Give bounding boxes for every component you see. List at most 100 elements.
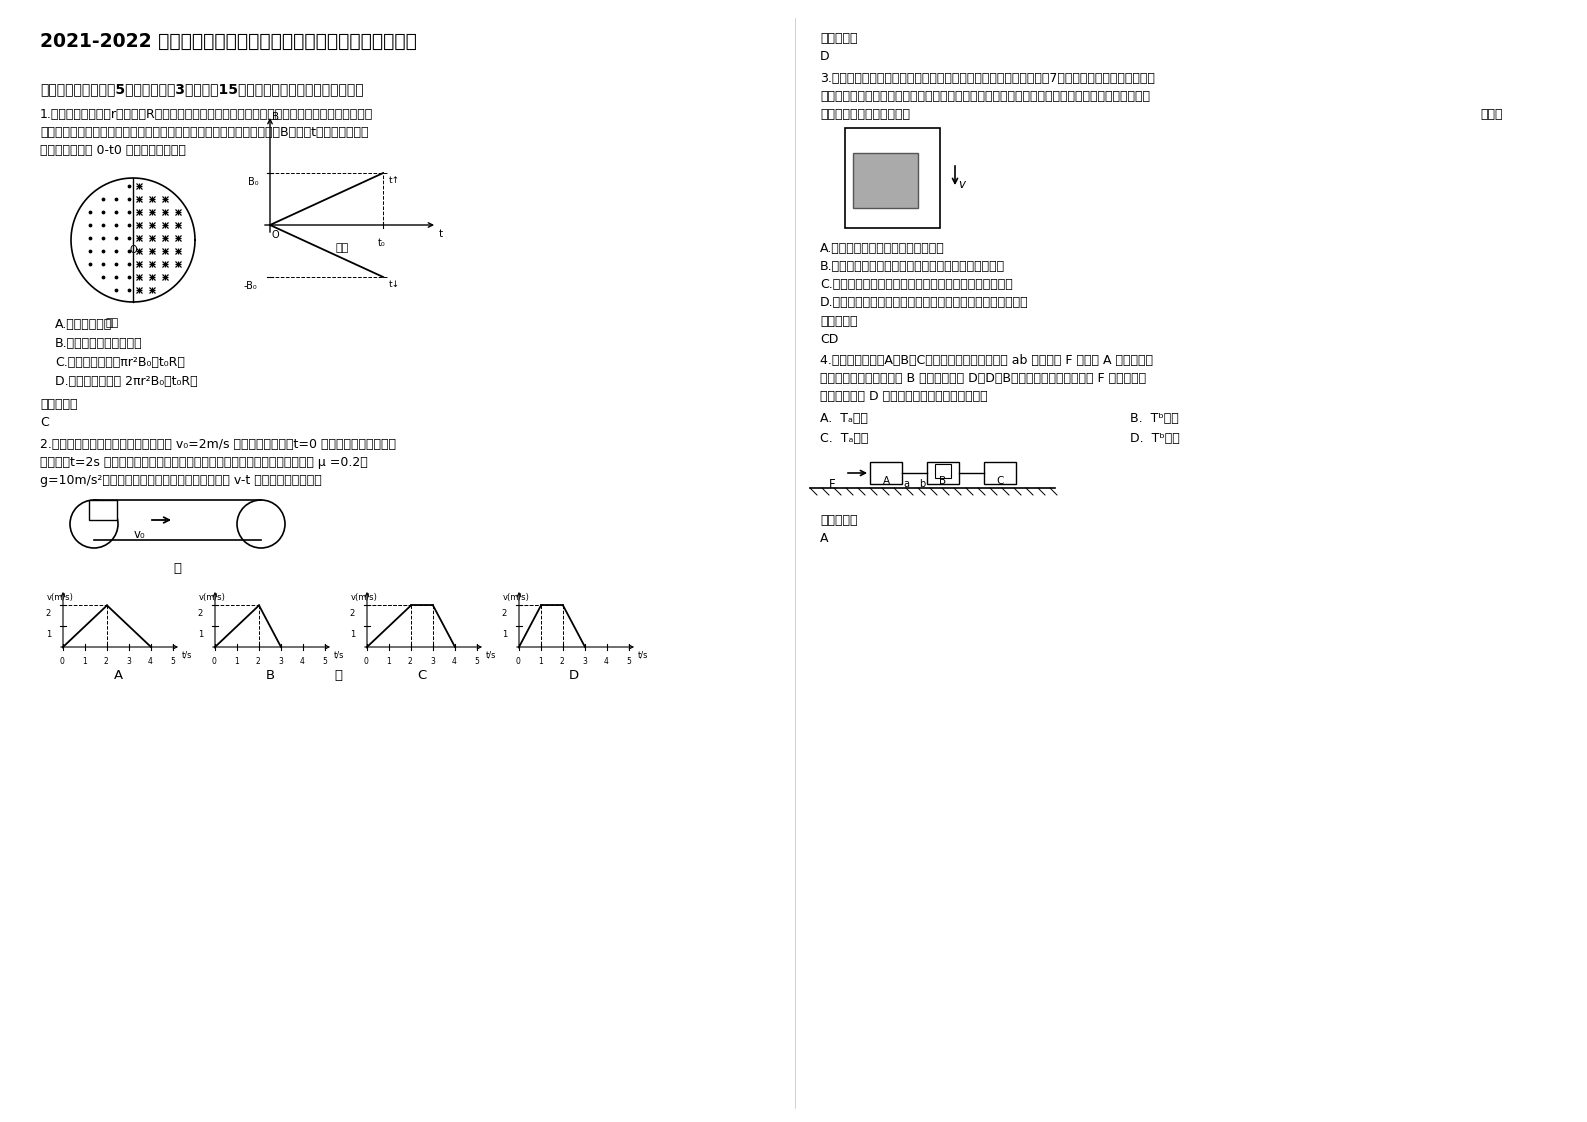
Text: t↓: t↓: [389, 280, 400, 289]
Circle shape: [70, 500, 117, 548]
Bar: [984, 462, 1016, 484]
Text: -B₀: -B₀: [244, 280, 257, 291]
Text: 2: 2: [46, 609, 51, 618]
Text: v(m/s): v(m/s): [351, 594, 378, 603]
Text: 3.（单选）直升机悬停在空中向地面投放装有救灾物资的筱子，如图7所示．设投放初速度为零，筱: 3.（单选）直升机悬停在空中向地面投放装有救灾物资的筱子，如图7所示．设投放初速…: [820, 72, 1155, 85]
Text: 体在水平面上运动，若在 B 上放一小物体 D，D随B一起运动，且原来的拉力 F 保持不变，: 体在水平面上运动，若在 B 上放一小物体 D，D随B一起运动，且原来的拉力 F …: [820, 373, 1146, 385]
Text: 乙: 乙: [333, 669, 343, 682]
Text: 1: 1: [233, 657, 238, 666]
Text: t/s: t/s: [183, 650, 192, 659]
Text: A.筱内物体对筱子底部始终没有压力: A.筱内物体对筱子底部始终没有压力: [820, 242, 944, 255]
Text: D.若下落距离足够长，筱内物体受到的支持力等于物体的重力: D.若下落距离足够长，筱内物体受到的支持力等于物体的重力: [820, 296, 1028, 309]
Text: C: C: [997, 476, 1003, 486]
Text: B.感应电流方向为逆时针: B.感应电流方向为逆时针: [56, 337, 143, 350]
Text: v(m/s): v(m/s): [48, 594, 75, 603]
Text: 图甲: 图甲: [105, 318, 119, 328]
Text: A: A: [820, 532, 828, 545]
Text: A: A: [882, 476, 890, 486]
Text: CD: CD: [820, 333, 838, 346]
Text: B: B: [271, 112, 279, 122]
Text: 4.如图所示，物体A、B、C放在光滑水平面上用细绯 ab 连接，力 F 作用在 A 上，使三物: 4.如图所示，物体A、B、C放在光滑水平面上用细绯 ab 连接，力 F 作用在 …: [820, 355, 1154, 367]
Text: 图乙: 图乙: [335, 243, 348, 252]
Text: t₀: t₀: [378, 238, 386, 248]
Text: D: D: [568, 669, 579, 682]
Text: v₀: v₀: [133, 528, 146, 541]
Text: 小滑块，t=2s 时传送带突然制动停下。已知滑块与传送带之间的动摩擦因数为 μ =0.2，: 小滑块，t=2s 时传送带突然制动停下。已知滑块与传送带之间的动摩擦因数为 μ …: [40, 456, 368, 469]
Text: 2: 2: [349, 609, 355, 618]
Text: D.感应电流大小为 2πr²B₀（t₀R）: D.感应电流大小为 2πr²B₀（t₀R）: [56, 375, 198, 388]
Text: 子所受的空气阻力与筱子下落速度的平方成正比，且运动过程中筱子始终保持图示姿态．在筱子下落: 子所受的空气阻力与筱子下落速度的平方成正比，且运动过程中筱子始终保持图示姿态．在…: [820, 90, 1151, 103]
Text: 甲: 甲: [173, 562, 181, 574]
Text: D: D: [820, 50, 830, 63]
Text: 3: 3: [430, 657, 435, 666]
Text: 5: 5: [625, 657, 632, 666]
Text: B.  Tᵇ增大: B. Tᵇ增大: [1130, 412, 1179, 425]
Text: 5: 5: [170, 657, 175, 666]
Text: t/s: t/s: [333, 650, 344, 659]
Text: A.没有感应电流: A.没有感应电流: [56, 318, 113, 331]
Text: v: v: [959, 178, 965, 191]
Text: 所示的匀强磁场．以垂直纸面向外的磁场为正，两部分磁场的磁感应强度B随时间t的变化规律分别: 所示的匀强磁场．以垂直纸面向外的磁场为正，两部分磁场的磁感应强度B随时间t的变化…: [40, 126, 368, 139]
Text: C.筱子接近地面时，筱内物体受到的支持力比刚投下时大: C.筱子接近地面时，筱内物体受到的支持力比刚投下时大: [820, 278, 1013, 291]
Text: O: O: [271, 230, 279, 240]
Text: 1: 1: [46, 631, 51, 640]
Text: 4: 4: [452, 657, 457, 666]
Text: C: C: [40, 416, 49, 429]
Text: C: C: [417, 669, 427, 682]
Text: 如图乙所示．则 0-t0 时间内，导线框中: 如图乙所示．则 0-t0 时间内，导线框中: [40, 144, 186, 157]
Text: B: B: [940, 476, 946, 486]
Text: A.  Tₐ增大: A. Tₐ增大: [820, 412, 868, 425]
Text: 0: 0: [60, 657, 65, 666]
Text: O: O: [129, 245, 136, 255]
Text: 1: 1: [83, 657, 87, 666]
Text: 那么加上物体 D 后两绯中拉力的变化是：（　）: 那么加上物体 D 后两绯中拉力的变化是：（ ）: [820, 390, 987, 403]
Text: 2.如图甲所示，足够长的水平传送带以 v₀=2m/s 的速度匀速运行。t=0 时，在最左端轻放一个: 2.如图甲所示，足够长的水平传送带以 v₀=2m/s 的速度匀速运行。t=0 时…: [40, 438, 397, 451]
Bar: [935, 465, 951, 478]
Bar: [844, 128, 940, 228]
Bar: [870, 462, 901, 484]
Text: 0: 0: [363, 657, 368, 666]
Text: A: A: [113, 669, 122, 682]
Text: 2: 2: [198, 609, 203, 618]
Text: 1: 1: [386, 657, 390, 666]
Text: 1: 1: [349, 631, 355, 640]
Text: （　）: （ ）: [1481, 108, 1503, 121]
Text: 3: 3: [582, 657, 587, 666]
Bar: [927, 462, 959, 484]
Text: 4: 4: [148, 657, 152, 666]
Text: 一、选择题：本题共5小题，每小邘3分，共计15分．每小题只有一个选项符合题意: 一、选择题：本题共5小题，每小邘3分，共计15分．每小题只有一个选项符合题意: [40, 82, 363, 96]
Text: 1.（单选）在半径为r、电阻为R的圆形导线框内，以直径为界，左、右两侧分别存在着方向如图甲: 1.（单选）在半径为r、电阻为R的圆形导线框内，以直径为界，左、右两侧分别存在着…: [40, 108, 373, 121]
Text: 3: 3: [125, 657, 130, 666]
Text: 2021-2022 学年广东省佛山市大墓中学高三物理期末试卷含解析: 2021-2022 学年广东省佛山市大墓中学高三物理期末试卷含解析: [40, 33, 417, 50]
Text: D.  Tᵇ不变: D. Tᵇ不变: [1130, 432, 1179, 445]
Text: 3: 3: [278, 657, 282, 666]
Text: 2: 2: [408, 657, 413, 666]
Text: v(m/s): v(m/s): [198, 594, 225, 603]
Text: 参考答案：: 参考答案：: [820, 315, 857, 328]
Text: 过程中，下列说法正确的是: 过程中，下列说法正确的是: [820, 108, 909, 121]
Text: 4: 4: [300, 657, 305, 666]
Text: a: a: [903, 479, 909, 489]
Text: 2: 2: [501, 609, 506, 618]
Text: C.感应电流大小为πr²B₀（t₀R）: C.感应电流大小为πr²B₀（t₀R）: [56, 356, 184, 369]
Text: 0: 0: [213, 657, 217, 666]
Text: F: F: [828, 478, 835, 491]
Text: t/s: t/s: [638, 650, 649, 659]
Text: g=10m/s²。在图乙中，关于滑块相对地面运动的 v-t 图像正确的是（　）: g=10m/s²。在图乙中，关于滑块相对地面运动的 v-t 图像正确的是（ ）: [40, 473, 322, 487]
Text: 5: 5: [322, 657, 327, 666]
Text: 参考答案：: 参考答案：: [820, 33, 857, 45]
Circle shape: [236, 500, 286, 548]
Text: 0: 0: [516, 657, 521, 666]
Text: 1: 1: [538, 657, 543, 666]
Text: 5: 5: [475, 657, 479, 666]
Bar: [89, 500, 117, 519]
Text: t/s: t/s: [486, 650, 497, 659]
Text: 2: 2: [105, 657, 110, 666]
Bar: [852, 153, 917, 208]
Text: 4: 4: [605, 657, 609, 666]
Text: C.  Tₐ变小: C. Tₐ变小: [820, 432, 868, 445]
Text: b: b: [919, 479, 925, 489]
Text: B: B: [265, 669, 275, 682]
Text: 1: 1: [501, 631, 506, 640]
Text: 1: 1: [198, 631, 203, 640]
